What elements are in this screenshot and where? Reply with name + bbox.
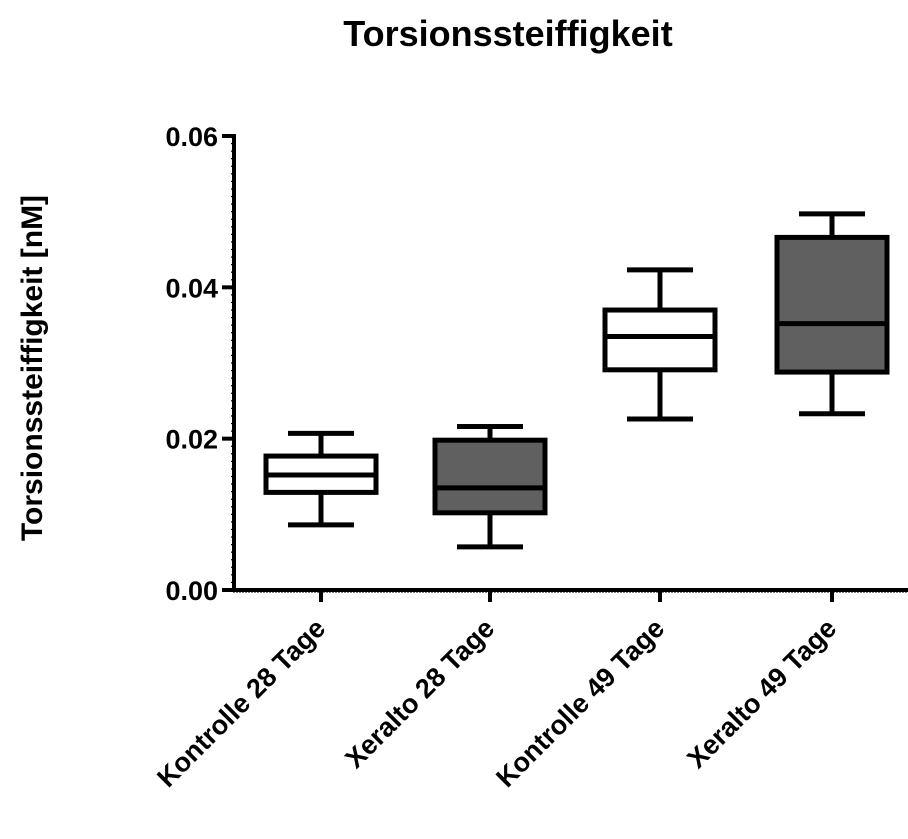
box-4 <box>774 211 890 417</box>
chart-title: Torsionssteiffigkeit <box>343 13 672 54</box>
x-category-label: Xeralto 49 Tage <box>681 613 842 774</box>
category-labels: Kontrolle 28 Tage Xeralto 28 TageKontroll… <box>151 613 842 793</box>
x-category-label: Kontrolle 28 Tage <box>151 613 331 793</box>
x-category-label: Xeralto 28 Tage <box>339 613 500 774</box>
box-3 <box>602 267 718 422</box>
box-2 <box>432 424 548 550</box>
y-tick-label: 0.00 <box>165 576 218 606</box>
x-axis <box>232 588 908 602</box>
iqr-box <box>432 437 548 516</box>
iqr-box <box>602 307 718 373</box>
y-axis: 0.00 0.02 0.04 0.06 <box>165 122 236 606</box>
box-1 <box>263 430 379 528</box>
y-tick-label: 0.04 <box>165 273 218 303</box>
y-tick-label: 0.06 <box>165 122 218 152</box>
iqr-box <box>774 234 890 375</box>
boxes <box>263 211 890 550</box>
y-axis-label: Torsionssteiffigkeit [nM] <box>16 195 49 541</box>
x-category-label: Kontrolle 49 Tage <box>490 613 670 793</box>
y-tick-label: 0.02 <box>165 425 218 455</box>
